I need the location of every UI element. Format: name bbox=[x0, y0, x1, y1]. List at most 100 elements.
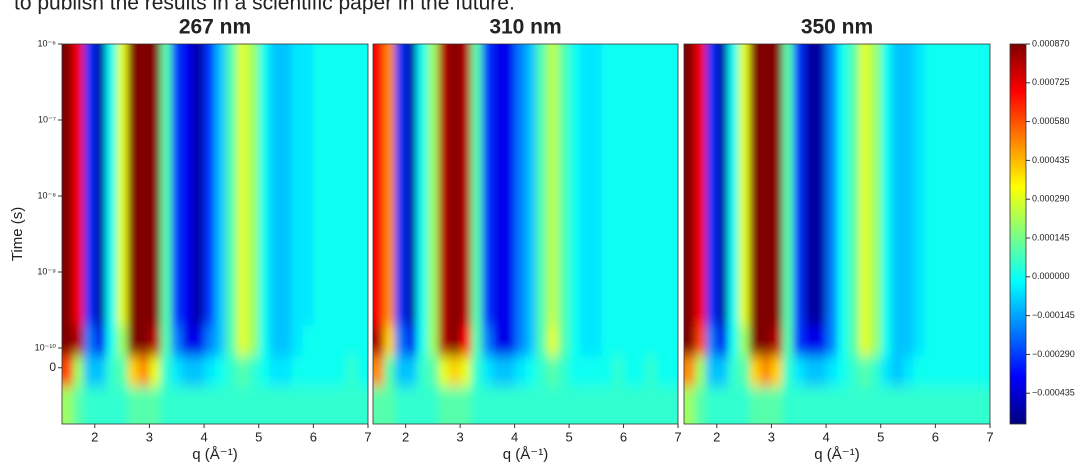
heatmap-cell bbox=[171, 386, 183, 424]
heatmap-cell bbox=[503, 386, 516, 424]
heatmap-cell bbox=[979, 386, 990, 424]
heatmap-cell bbox=[94, 44, 107, 326]
heatmap-cell bbox=[215, 325, 227, 357]
heatmap-cell bbox=[536, 44, 548, 326]
heatmap-cell bbox=[782, 386, 794, 424]
heatmap-cell bbox=[149, 355, 161, 387]
heatmap-cell bbox=[667, 44, 678, 326]
colorbar-tick-label: −0.000145 bbox=[1032, 310, 1075, 320]
heatmap-cell bbox=[346, 355, 358, 387]
heatmap-cell bbox=[957, 355, 969, 387]
heatmap-cell bbox=[716, 386, 729, 424]
heatmap-cell bbox=[383, 325, 396, 357]
heatmap-cell bbox=[481, 325, 494, 357]
heatmap-cell bbox=[72, 355, 85, 387]
heatmap-cell bbox=[727, 325, 740, 357]
heatmap-cell bbox=[656, 44, 668, 326]
heatmap-cell bbox=[492, 386, 505, 424]
heatmap-cell bbox=[935, 325, 947, 357]
heatmap-cell bbox=[869, 355, 882, 387]
heatmap-cell bbox=[171, 355, 183, 387]
heatmap-cell bbox=[847, 355, 860, 387]
heatmap-cell bbox=[149, 325, 161, 357]
heatmap-cell bbox=[645, 325, 657, 357]
heatmap-cell bbox=[525, 325, 537, 357]
heatmap-cell bbox=[590, 355, 603, 387]
heatmap-cell bbox=[105, 44, 118, 326]
heatmap-cell bbox=[547, 44, 559, 326]
heatmap-cell bbox=[383, 355, 396, 387]
heatmap-cell bbox=[280, 44, 292, 326]
colorbar-tick-label: −0.000435 bbox=[1032, 388, 1075, 398]
heatmap-cell bbox=[858, 325, 871, 357]
heatmap-cell bbox=[847, 386, 860, 424]
colorbar-tick-label: 0.000870 bbox=[1032, 38, 1070, 48]
colorbar-tick-label: 0.000725 bbox=[1032, 77, 1070, 87]
heatmap-cell bbox=[62, 325, 74, 357]
colorbar-tick-label: 0.000000 bbox=[1032, 271, 1070, 281]
heatmap-cell bbox=[357, 44, 368, 326]
heatmap-cell bbox=[634, 355, 646, 387]
panel-title: 267 nm bbox=[179, 16, 251, 39]
heatmap-cell bbox=[182, 386, 194, 424]
heatmap-cell bbox=[182, 325, 194, 357]
x-tick-label: 3 bbox=[457, 429, 464, 444]
heatmap-cell bbox=[946, 355, 958, 387]
heatmap-cell bbox=[94, 386, 107, 424]
heatmap-cell bbox=[357, 355, 368, 387]
y-tick-label: 10⁻⁶ bbox=[38, 38, 57, 48]
heatmap-cell bbox=[193, 386, 205, 424]
heatmap-cell bbox=[979, 355, 990, 387]
heatmap-cell bbox=[590, 44, 603, 326]
heatmap-cell bbox=[204, 355, 216, 387]
heatmap-cell bbox=[705, 386, 718, 424]
heatmap-cell bbox=[514, 386, 526, 424]
heatmap-cell bbox=[280, 386, 292, 424]
heatmap-cell bbox=[149, 44, 161, 326]
heatmap-cell bbox=[645, 386, 657, 424]
heatmap-cell bbox=[302, 325, 314, 357]
heatmap-cell bbox=[138, 325, 150, 357]
heatmap-cell bbox=[105, 325, 118, 357]
heatmap-cell bbox=[968, 44, 980, 326]
heatmap-cell bbox=[558, 355, 570, 387]
heatmap-cell bbox=[815, 325, 827, 357]
heatmap-cell bbox=[738, 44, 751, 326]
heatmap-cell bbox=[204, 386, 216, 424]
heatmap-cell bbox=[503, 355, 516, 387]
heatmap-cell bbox=[116, 325, 129, 357]
heatmap-cell bbox=[536, 325, 548, 357]
heatmap-cell bbox=[427, 325, 439, 357]
heatmap-cell bbox=[313, 386, 325, 424]
heatmap-cell bbox=[460, 325, 472, 357]
heatmap-cell bbox=[684, 325, 696, 357]
heatmap-cell bbox=[291, 386, 303, 424]
heatmap-cell bbox=[612, 44, 625, 326]
caption-fragment: to publish the results in a scientific p… bbox=[14, 0, 515, 15]
heatmap-cell bbox=[94, 355, 107, 387]
x-tick-label: 4 bbox=[200, 429, 207, 444]
heatmap-cell bbox=[623, 386, 635, 424]
heatmap-cell bbox=[471, 44, 483, 326]
heatmap-cell bbox=[127, 325, 139, 357]
heatmap-cell bbox=[525, 44, 537, 326]
heatmap-cell bbox=[771, 355, 783, 387]
heatmap-cell bbox=[667, 386, 678, 424]
heatmap-cell bbox=[558, 325, 570, 357]
heatmap-cell bbox=[579, 386, 592, 424]
y-tick-label: 10⁻¹⁰ bbox=[35, 342, 57, 352]
heatmap-cell bbox=[481, 44, 494, 326]
heatmap-cell bbox=[269, 355, 282, 387]
heatmap-cell bbox=[771, 325, 783, 357]
heatmap-cell bbox=[601, 355, 614, 387]
heatmap-cell bbox=[481, 355, 494, 387]
heatmap-cell bbox=[236, 386, 249, 424]
heatmap-cell bbox=[357, 386, 368, 424]
heatmap-cell bbox=[236, 44, 249, 326]
heatmap-cell bbox=[291, 325, 303, 357]
heatmap-cell bbox=[83, 325, 96, 357]
x-tick-label: 6 bbox=[620, 429, 627, 444]
panel-title: 350 nm bbox=[801, 16, 873, 39]
heatmap-cell bbox=[946, 386, 958, 424]
